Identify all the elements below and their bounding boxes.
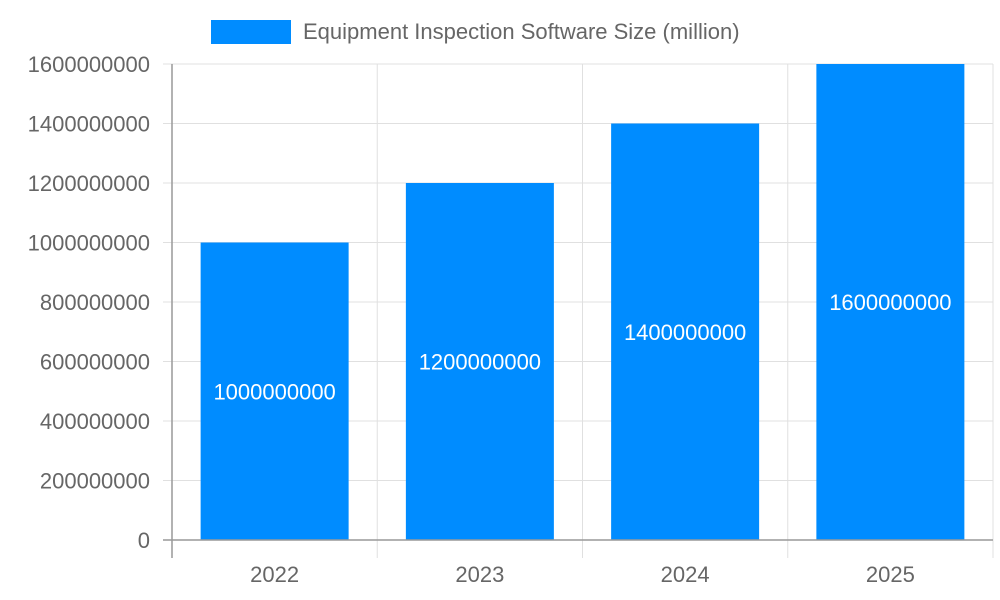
y-tick-label: 800000000 [40, 290, 150, 315]
legend-swatch [211, 20, 291, 44]
x-tick-label: 2024 [661, 562, 710, 587]
y-tick-label: 1400000000 [28, 112, 150, 137]
y-tick-label: 200000000 [40, 469, 150, 494]
bar-2025[interactable] [816, 64, 965, 540]
x-tick-label: 2023 [455, 562, 504, 587]
y-tick-label: 1200000000 [28, 171, 150, 196]
bar-2022[interactable] [200, 242, 349, 541]
y-tick-label: 1000000000 [28, 231, 150, 256]
axes: 0 200000000 400000000 600000000 800000000 100… [28, 52, 993, 587]
data-label: 1600000000 [829, 290, 951, 315]
bar-2024[interactable] [611, 123, 760, 541]
x-tick-label: 2025 [866, 562, 915, 587]
y-tick-label: 0 [138, 528, 150, 553]
data-label: 1200000000 [419, 350, 541, 375]
data-label: 1400000000 [624, 320, 746, 345]
y-tick-label: 600000000 [40, 350, 150, 375]
x-tick-label: 2022 [250, 562, 299, 587]
bars: 1000000000 1200000000 1400000000 1600000000 [200, 64, 965, 541]
y-tick-label: 400000000 [40, 409, 150, 434]
data-label: 1000000000 [213, 379, 335, 404]
bar-2023[interactable] [405, 183, 554, 540]
y-tick-label: 1600000000 [28, 52, 150, 77]
legend-label: Equipment Inspection Software Size (mill… [303, 19, 740, 44]
legend[interactable]: Equipment Inspection Software Size (mill… [211, 19, 740, 44]
